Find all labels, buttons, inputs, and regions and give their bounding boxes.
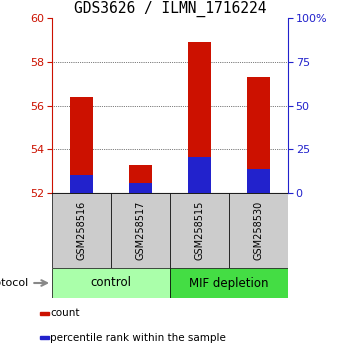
Bar: [188, 157, 211, 193]
Text: GSM258530: GSM258530: [254, 201, 264, 260]
Text: GSM258516: GSM258516: [76, 201, 86, 260]
Bar: [247, 169, 270, 193]
Bar: [40, 336, 49, 339]
Text: MIF depletion: MIF depletion: [189, 276, 269, 290]
Bar: [129, 165, 152, 193]
Bar: [188, 42, 211, 193]
Text: count: count: [50, 308, 80, 318]
Bar: [247, 77, 270, 193]
Bar: [70, 175, 93, 193]
Text: control: control: [90, 276, 132, 290]
Bar: [52, 193, 111, 268]
Text: percentile rank within the sample: percentile rank within the sample: [50, 333, 226, 343]
Text: GSM258517: GSM258517: [136, 201, 146, 260]
Bar: [70, 97, 93, 193]
Title: GDS3626 / ILMN_1716224: GDS3626 / ILMN_1716224: [74, 0, 266, 17]
Bar: [229, 193, 288, 268]
Bar: [170, 268, 288, 298]
Text: protocol: protocol: [0, 278, 28, 288]
Bar: [129, 183, 152, 193]
Text: GSM258515: GSM258515: [194, 201, 204, 260]
Bar: [170, 193, 229, 268]
Bar: [52, 268, 170, 298]
Bar: [40, 312, 49, 315]
Bar: [111, 193, 170, 268]
